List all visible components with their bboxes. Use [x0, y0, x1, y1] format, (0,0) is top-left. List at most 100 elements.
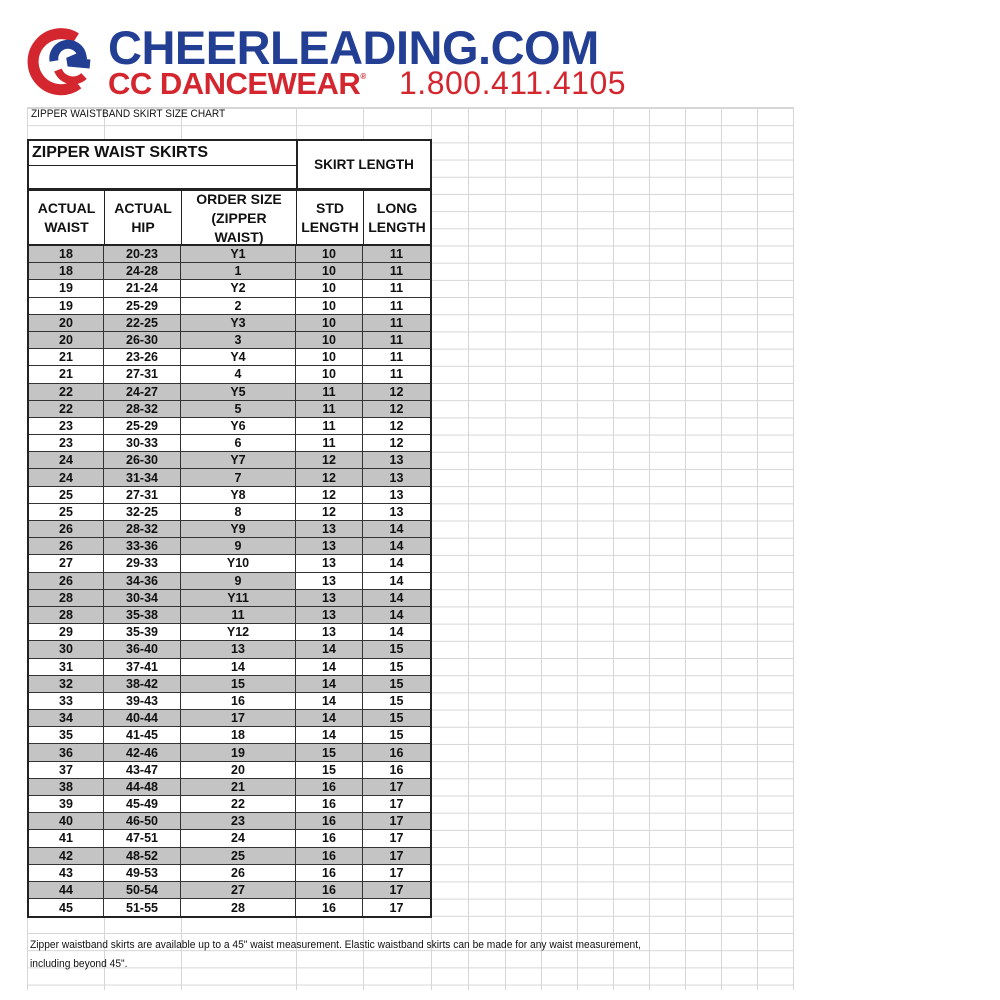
- cell-actual-waist: 34: [29, 710, 104, 727]
- cell-actual-hip: 35-38: [104, 606, 181, 624]
- cell-long-length: 17: [363, 796, 430, 813]
- column-header-line: HIP: [131, 219, 155, 235]
- column-header-line: LENGTH: [368, 219, 426, 235]
- table-title-cell: ZIPPER WAIST SKIRTS: [27, 139, 297, 190]
- cell-long-length: 11: [363, 314, 430, 331]
- cell-order-size: 21: [181, 778, 296, 795]
- cell-std-length: 16: [296, 864, 363, 881]
- cell-std-length: 11: [296, 400, 363, 417]
- cell-std-length: 13: [296, 538, 363, 555]
- cell-std-length: 14: [296, 727, 363, 744]
- cell-long-length: 14: [363, 589, 430, 606]
- cell-long-length: 15: [363, 641, 430, 658]
- gridline: [613, 107, 614, 990]
- column-header-line: WAIST: [44, 219, 89, 235]
- cell-actual-hip: 31-34: [104, 469, 181, 486]
- cell-std-length: 15: [296, 744, 363, 761]
- cell-order-size: 11: [181, 606, 296, 624]
- cell-order-size: Y11: [181, 589, 296, 606]
- table-row: 26 33-36 9 13 14: [29, 538, 430, 556]
- cell-actual-waist: 30: [29, 641, 104, 658]
- cell-std-length: 13: [296, 606, 363, 624]
- table-row: 22 28-32 5 11 12: [29, 400, 430, 418]
- divider: [29, 165, 297, 166]
- cheerleading-c-logo-icon: [27, 28, 91, 96]
- cell-order-size: 9: [181, 572, 296, 589]
- cell-actual-hip: 24-28: [104, 263, 181, 280]
- cell-std-length: 16: [296, 847, 363, 864]
- cell-actual-waist: 22: [29, 383, 104, 400]
- cell-order-size: Y2: [181, 280, 296, 297]
- cell-actual-waist: 35: [29, 727, 104, 744]
- cell-actual-hip: 26-30: [104, 452, 181, 469]
- brand-name: CHEERLEADING.COM: [108, 21, 599, 74]
- cell-actual-hip: 20-23: [104, 246, 181, 263]
- cell-actual-waist: 28: [29, 589, 104, 606]
- table-row: 31 37-41 14 14 15: [29, 658, 430, 676]
- table-row: 21 27-31 4 10 11: [29, 366, 430, 384]
- cell-long-length: 11: [363, 280, 430, 297]
- cell-order-size: 3: [181, 331, 296, 349]
- cell-std-length: 12: [296, 452, 363, 469]
- cell-actual-hip: 32-25: [104, 503, 181, 520]
- cell-actual-waist: 20: [29, 314, 104, 331]
- table-row: 35 41-45 18 14 15: [29, 727, 430, 745]
- cell-std-length: 16: [296, 881, 363, 899]
- table-row: 45 51-55 28 16 17: [29, 899, 430, 917]
- cell-actual-waist: 20: [29, 331, 104, 349]
- cell-std-length: 13: [296, 555, 363, 572]
- table-row: 27 29-33 Y10 13 14: [29, 555, 430, 573]
- table-row: 44 50-54 27 16 17: [29, 881, 430, 900]
- gridline: [757, 107, 758, 990]
- cell-actual-hip: 34-36: [104, 572, 181, 589]
- cell-long-length: 12: [363, 400, 430, 417]
- cell-std-length: 10: [296, 263, 363, 280]
- cell-actual-waist: 23: [29, 417, 104, 435]
- cell-order-size: Y3: [181, 314, 296, 331]
- cell-order-size: Y1: [181, 246, 296, 263]
- cell-actual-hip: 45-49: [104, 796, 181, 813]
- column-header-line: ACTUAL: [37, 200, 96, 216]
- cell-std-length: 10: [296, 280, 363, 297]
- table-row: 23 25-29 Y6 11 12: [29, 417, 430, 436]
- cell-order-size: 9: [181, 538, 296, 555]
- cell-std-length: 13: [296, 624, 363, 641]
- column-header-line: STD: [316, 200, 344, 216]
- cell-actual-hip: 43-47: [104, 761, 181, 778]
- gridline: [505, 107, 506, 990]
- cell-order-size: 19: [181, 744, 296, 761]
- cell-actual-waist: 18: [29, 263, 104, 280]
- table-row: 19 21-24 Y2 10 11: [29, 280, 430, 298]
- table-row: 28 30-34 Y11 13 14: [29, 589, 430, 607]
- cell-std-length: 14: [296, 692, 363, 710]
- cell-long-length: 11: [363, 349, 430, 366]
- cell-order-size: 23: [181, 813, 296, 830]
- cell-actual-waist: 32: [29, 675, 104, 692]
- cell-actual-waist: 26: [29, 572, 104, 589]
- cell-actual-waist: 19: [29, 297, 104, 314]
- cell-actual-hip: 27-31: [104, 486, 181, 503]
- table-row: 18 24-28 1 10 11: [29, 263, 430, 281]
- cell-long-length: 17: [363, 881, 430, 899]
- table-row: 26 28-32 Y9 13 14: [29, 521, 430, 539]
- cell-order-size: Y8: [181, 486, 296, 503]
- cell-long-length: 15: [363, 710, 430, 727]
- column-header-actual-hip: ACTUAL HIP: [104, 189, 182, 246]
- table-row: 24 26-30 Y7 12 13: [29, 452, 430, 470]
- cell-std-length: 13: [296, 572, 363, 589]
- column-header-line: (ZIPPER: [211, 209, 267, 226]
- cell-order-size: 27: [181, 881, 296, 899]
- cell-long-length: 17: [363, 778, 430, 795]
- cell-order-size: 26: [181, 864, 296, 881]
- registered-mark: ®: [360, 72, 366, 81]
- cell-long-length: 17: [363, 899, 430, 917]
- cell-std-length: 16: [296, 796, 363, 813]
- cell-actual-waist: 39: [29, 796, 104, 813]
- cell-long-length: 16: [363, 744, 430, 761]
- cell-std-length: 10: [296, 297, 363, 314]
- cell-actual-waist: 38: [29, 778, 104, 795]
- cell-long-length: 13: [363, 469, 430, 486]
- cell-std-length: 11: [296, 435, 363, 452]
- cell-std-length: 10: [296, 366, 363, 383]
- cell-actual-hip: 29-33: [104, 555, 181, 572]
